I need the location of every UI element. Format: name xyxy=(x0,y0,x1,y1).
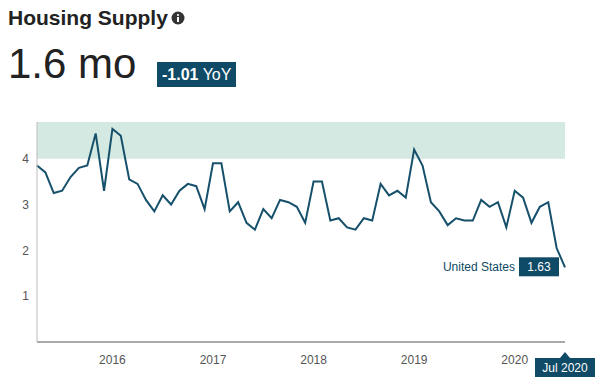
svg-text:4: 4 xyxy=(22,152,29,166)
html-text:-1.01 YoY: -1.01 YoY xyxy=(162,66,232,83)
svg-text:Jul 2020: Jul 2020 xyxy=(542,361,588,375)
svg-text:2019: 2019 xyxy=(401,353,428,367)
html-text:Housing Supply: Housing Supply xyxy=(8,6,168,29)
svg-text:2: 2 xyxy=(22,244,29,258)
svg-text:United States: United States xyxy=(443,260,515,274)
svg-text:1: 1 xyxy=(22,289,29,303)
svg-text:2017: 2017 xyxy=(200,353,227,367)
svg-text:2016: 2016 xyxy=(99,353,126,367)
svg-text:3: 3 xyxy=(22,198,29,212)
svg-text:2018: 2018 xyxy=(300,353,327,367)
svg-text:2020: 2020 xyxy=(501,353,528,367)
svg-text:1.63: 1.63 xyxy=(527,260,551,274)
html-text:1.6 mo: 1.6 mo xyxy=(8,40,137,87)
